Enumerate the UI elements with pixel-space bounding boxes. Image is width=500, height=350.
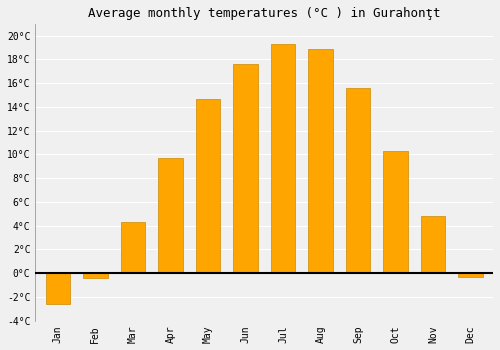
- Bar: [120, 222, 145, 273]
- Bar: [233, 64, 258, 273]
- Bar: [270, 44, 295, 273]
- Bar: [196, 99, 220, 273]
- Title: Average monthly temperatures (°C ) in Gurahonţt: Average monthly temperatures (°C ) in Gu…: [88, 7, 441, 20]
- Bar: [346, 88, 370, 273]
- Bar: [158, 158, 182, 273]
- Bar: [83, 273, 108, 278]
- Bar: [46, 273, 70, 304]
- Bar: [308, 49, 332, 273]
- Bar: [384, 151, 407, 273]
- Bar: [458, 273, 482, 276]
- Bar: [421, 216, 445, 273]
